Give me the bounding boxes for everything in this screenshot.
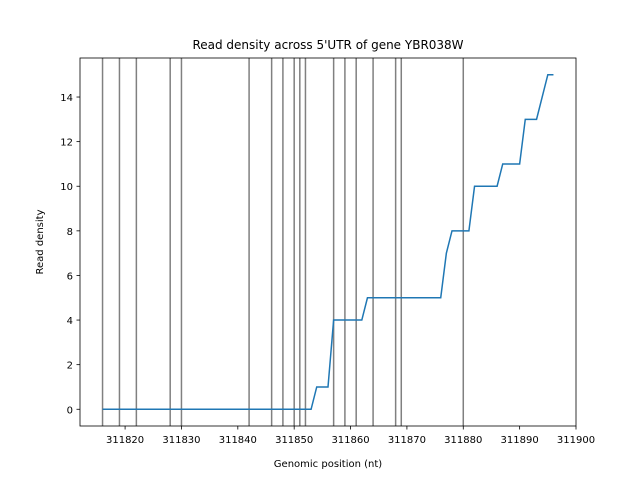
y-tick-label: 10 [60,182,73,193]
x-axis-label: Genomic position (nt) [274,459,383,470]
x-tick-label: 311850 [275,435,313,446]
plot-frame [79,57,577,427]
y-tick-label: 2 [67,361,73,372]
y-tick-label: 4 [67,316,73,327]
x-tick-label: 311900 [557,435,595,446]
x-tick-label: 311820 [106,435,144,446]
data-line [102,73,554,411]
chart-title: Read density across 5'UTR of gene YBR038… [192,38,463,52]
x-tick-label: 311890 [501,435,539,446]
x-tick-label: 311840 [219,435,257,446]
y-tick-label: 8 [67,227,73,238]
x-tick-label: 311830 [162,435,200,446]
y-tick-label: 6 [67,271,73,282]
x-tick-label: 311880 [444,435,482,446]
y-axis-label: Read density [35,209,46,274]
x-tick-label: 311860 [331,435,369,446]
y-tick-label: 14 [60,93,73,104]
y-tick-label: 0 [67,405,73,416]
x-tick-label: 311870 [388,435,426,446]
y-tick-label: 12 [60,138,73,149]
